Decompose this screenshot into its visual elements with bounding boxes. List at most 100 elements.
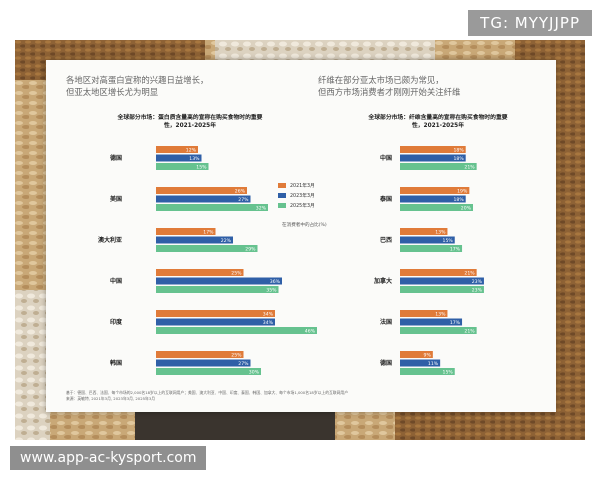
protein-bar-2023 <box>156 318 275 326</box>
protein-bar-2023 <box>156 236 233 244</box>
fiber-bar-value-label: 21% <box>464 164 475 170</box>
fiber-bar-2023 <box>400 277 484 285</box>
fiber-category-label: 泰国 <box>379 195 392 203</box>
fiber-bar-value-label: 23% <box>472 287 483 293</box>
fiber-category-label: 法国 <box>380 318 392 326</box>
protein-bar-2025 <box>156 245 258 252</box>
protein-bar-2023 <box>156 195 251 203</box>
fiber-bar-value-label: 20% <box>461 205 472 211</box>
protein-bar-2021 <box>156 228 216 235</box>
legend: 2021年3月 2023年3月 2025年3月 <box>278 180 315 210</box>
fiber-bar-value-label: 18% <box>453 156 464 162</box>
protein-category-label: 韩国 <box>110 359 122 367</box>
legend-swatch-2025 <box>278 202 286 208</box>
fiber-bar-2023 <box>400 359 441 367</box>
fiber-bar-2025 <box>400 245 463 252</box>
fiber-bar-value-label: 17% <box>450 246 461 252</box>
right-headline-line-1: 纤维在部分亚太市场已颇为常见， <box>318 75 444 85</box>
protein-bar-2025 <box>156 204 268 211</box>
fiber-bar-value-label: 13% <box>435 311 446 317</box>
fiber-bar-value-label: 18% <box>453 197 464 203</box>
protein-bar-value-label: 15% <box>196 164 207 170</box>
fiber-bar-value-label: 18% <box>453 147 464 153</box>
url-watermark: www.app-ac-kysport.com <box>10 446 207 470</box>
protein-bar-value-label: 25% <box>231 352 242 358</box>
protein-category-label: 印度 <box>110 318 123 326</box>
protein-bar-2023 <box>156 359 251 367</box>
fiber-bar-value-label: 9% <box>424 352 432 358</box>
protein-bar-value-label: 46% <box>305 328 316 334</box>
protein-bar-2021 <box>156 146 198 153</box>
left-headline: 各地区对高蛋白宣称的兴趣日益增长， 但亚太地区增长尤为明显 <box>66 74 208 98</box>
fiber-bar-value-label: 17% <box>450 320 461 326</box>
protein-bar-value-label: 34% <box>263 320 274 326</box>
protein-bar-value-label: 29% <box>245 246 256 252</box>
protein-category-label: 德国 <box>109 154 122 162</box>
fiber-bar-value-label: 19% <box>457 188 468 194</box>
protein-bar-2025 <box>156 368 261 375</box>
fiber-bar-2023 <box>400 154 466 162</box>
right-headline-line-2: 但西方市场消费者才刚刚开始关注纤维 <box>318 87 461 97</box>
protein-category-label: 澳大利亚 <box>98 236 122 244</box>
protein-bar-2025 <box>156 163 209 170</box>
fiber-bar-2021 <box>400 269 477 276</box>
tg-watermark: TG: MYYJJPP <box>468 10 592 36</box>
legend-swatch-2021 <box>278 182 286 188</box>
protein-bar-2021 <box>156 310 275 317</box>
fiber-category-label: 中国 <box>380 154 392 162</box>
fiber-bar-2023 <box>400 195 466 203</box>
fiber-bar-2021 <box>400 187 470 194</box>
fiber-category-label: 德国 <box>379 359 392 367</box>
protein-bar-value-label: 35% <box>266 287 277 293</box>
fiber-bar-2025 <box>400 286 484 293</box>
left-headline-line-1: 各地区对高蛋白宣称的兴趣日益增长， <box>66 75 209 85</box>
fiber-bar-value-label: 23% <box>472 279 483 285</box>
protein-bar-2021 <box>156 269 244 276</box>
left-headline-line-2: 但亚太地区增长尤为明显 <box>66 87 159 97</box>
legend-item-2023: 2023年3月 <box>278 190 315 200</box>
footnote-base: 基于：德国、巴西、法国、每个市场的2,000名18岁以上的互联网用户；美国、澳大… <box>66 390 348 395</box>
fiber-bar-value-label: 15% <box>443 238 454 244</box>
fiber-bar-value-label: 21% <box>464 328 475 334</box>
protein-bar-2021 <box>156 351 244 358</box>
fiber-bar-2021 <box>400 228 448 235</box>
fiber-bar-2021 <box>400 351 433 358</box>
footnote: 基于：德国、巴西、法国、每个市场的2,000名18岁以上的互联网用户；美国、澳大… <box>66 390 536 402</box>
protein-bar-value-label: 32% <box>256 205 267 211</box>
protein-bar-value-label: 22% <box>221 238 232 244</box>
right-chart-title: 全球部分市场：纤维含量高的宣称在购买食物时的重要性，2021-2025年 <box>368 115 508 129</box>
protein-bar-value-label: 27% <box>238 197 249 203</box>
fiber-bar-value-label: 13% <box>435 229 446 235</box>
legend-item-2025: 2025年3月 <box>278 200 315 210</box>
fiber-bar-2025 <box>400 204 473 211</box>
fiber-bar-value-label: 15% <box>443 369 454 375</box>
protein-category-label: 中国 <box>110 277 122 285</box>
protein-bar-2023 <box>156 154 202 162</box>
protein-bar-value-label: 36% <box>270 279 281 285</box>
footnote-source: 来源：英敏特, 2021年3月, 2023年3月, 2025年3月 <box>66 396 156 401</box>
right-headline: 纤维在部分亚太市场已颇为常见， 但西方市场消费者才刚刚开始关注纤维 <box>318 74 460 98</box>
legend-note: 在消费者中的占比(%) <box>282 223 327 228</box>
protein-bar-2023 <box>156 277 282 285</box>
fiber-bar-2023 <box>400 318 463 326</box>
protein-bar-value-label: 26% <box>235 188 246 194</box>
protein-bar-value-label: 25% <box>231 270 242 276</box>
left-chart-title: 全球部分市场：蛋白质含量高的宣称在购买食物时的重要性，2021-2025年 <box>117 115 263 129</box>
legend-label-2021: 2021年3月 <box>290 183 315 189</box>
protein-category-label: 美国 <box>109 195 122 203</box>
bar-charts: 德国 12% 13% 15% 美国 26% 27% 32% 澳大利亚 17% 22% 29% 中国 25%… <box>98 146 484 375</box>
fiber-bar-2025 <box>400 327 477 334</box>
protein-bar-value-label: 12% <box>186 147 197 153</box>
report-page: 各地区对高蛋白宣称的兴趣日益增长， 但亚太地区增长尤为明显 纤维在部分亚太市场已… <box>46 60 556 412</box>
fiber-bar-2025 <box>400 163 477 170</box>
fiber-bar-2025 <box>400 368 455 375</box>
fiber-bar-2021 <box>400 310 448 317</box>
protein-bar-value-label: 27% <box>238 361 249 367</box>
legend-label-2025: 2025年3月 <box>290 203 315 209</box>
protein-bar-value-label: 17% <box>203 229 214 235</box>
protein-bar-value-label: 30% <box>249 369 260 375</box>
protein-bar-2025 <box>156 327 317 334</box>
protein-bar-value-label: 34% <box>263 311 274 317</box>
protein-bar-2021 <box>156 187 247 194</box>
legend-swatch-2023 <box>278 192 286 198</box>
